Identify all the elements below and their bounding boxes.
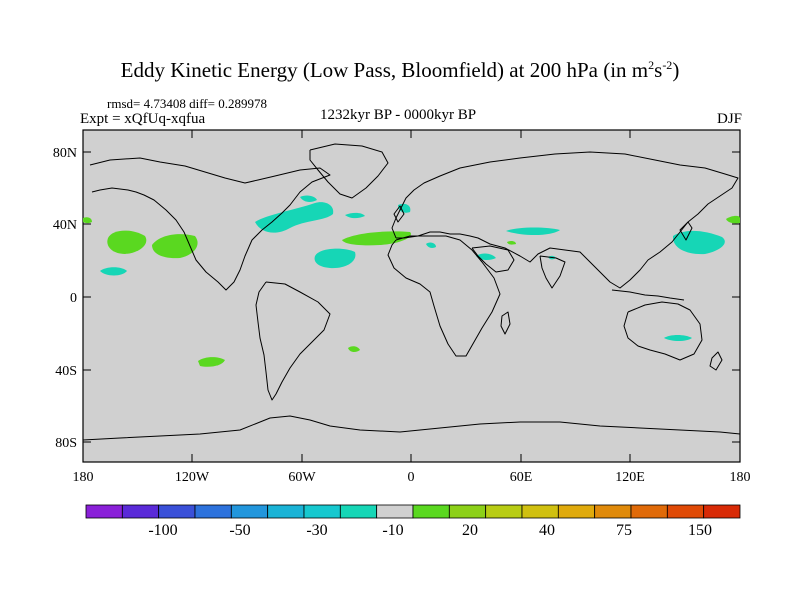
coast-antarctica xyxy=(82,415,741,441)
period-label: 1232kyr BP - 0000kyr BP xyxy=(320,107,477,123)
coast-eurasia xyxy=(391,151,739,289)
coast-indonesia xyxy=(611,289,685,301)
colorbar-swatch xyxy=(630,504,668,519)
lat-label: 0 xyxy=(70,291,77,306)
colorbar-swatch xyxy=(485,504,523,519)
lon-label: 180 xyxy=(73,470,94,485)
lon-labels: 180 120W 60W 0 60E 120E 180 xyxy=(73,470,751,485)
pos-region-dateline xyxy=(83,217,92,224)
colorbar-swatch xyxy=(666,504,705,519)
axis-ticks xyxy=(82,130,741,462)
anomaly-regions xyxy=(83,195,740,367)
lat-label: 40S xyxy=(55,364,77,379)
colorbar xyxy=(85,504,741,519)
neg-region-na-ring xyxy=(300,195,317,202)
pos-region-mideast xyxy=(507,240,516,245)
colorbar-swatch xyxy=(557,504,596,519)
coast-greenland xyxy=(309,143,389,199)
colorbar-label: 40 xyxy=(539,522,555,539)
pos-region-npac-east xyxy=(152,234,198,259)
neg-region-mid-atlantic xyxy=(314,248,356,269)
coast-india xyxy=(539,255,566,289)
colorbar-swatch xyxy=(703,504,741,519)
colorbar-label: 20 xyxy=(462,522,478,539)
neg-region-australia xyxy=(664,335,692,341)
neg-region-japan xyxy=(672,230,725,255)
pos-region-south-atlantic xyxy=(348,346,360,353)
coast-africa xyxy=(387,235,501,357)
lon-label: 120W xyxy=(175,470,210,485)
colorbar-label: -10 xyxy=(382,522,403,539)
title-end: ) xyxy=(672,58,680,82)
lon-label: 180 xyxy=(730,470,751,485)
pos-region-south-pacific xyxy=(198,357,225,367)
colorbar-swatch xyxy=(85,504,123,519)
colorbar-label: 75 xyxy=(616,522,632,539)
colorbar-label: -100 xyxy=(148,522,177,539)
neg-region-east-pacific xyxy=(100,267,127,276)
coast-north-america xyxy=(89,157,331,291)
colorbar-swatch xyxy=(521,504,559,519)
neg-region-nw-atlantic xyxy=(345,212,365,219)
coast-new-zealand xyxy=(709,351,723,371)
lat-label: 80S xyxy=(55,436,77,451)
coast-south-america xyxy=(255,281,331,401)
chart-title: Eddy Kinetic Energy (Low Pass, Bloomfiel… xyxy=(0,58,800,83)
neg-region-north-atlantic xyxy=(398,203,411,213)
title-sup-2: -2 xyxy=(662,58,673,72)
pos-region-atlantic xyxy=(342,231,411,246)
neg-region-mediterranean xyxy=(506,227,560,236)
colorbar-label: -50 xyxy=(229,522,250,539)
colorbar-swatch xyxy=(448,504,487,519)
neg-region-na-east xyxy=(255,202,334,233)
lon-label: 60W xyxy=(288,470,316,485)
neg-region-east-africa xyxy=(426,242,436,248)
colorbar-label: 150 xyxy=(688,522,712,539)
colorbar-swatch xyxy=(230,504,269,519)
map-background xyxy=(82,129,741,463)
experiment-label: Expt = xQfUq-xqfua xyxy=(80,111,206,127)
lon-label: 0 xyxy=(408,470,415,485)
colorbar-label: -30 xyxy=(306,522,327,539)
colorbar-swatch xyxy=(194,504,232,519)
lat-label: 40N xyxy=(53,218,77,233)
coast-japan xyxy=(679,221,693,241)
colorbar-swatch xyxy=(339,504,378,519)
coast-australia xyxy=(623,301,703,361)
lon-label: 60E xyxy=(510,470,533,485)
title-text: Eddy Kinetic Energy (Low Pass, Bloomfiel… xyxy=(120,58,649,82)
colorbar-swatch xyxy=(267,504,305,519)
colorbar-swatch xyxy=(594,504,632,519)
title-unit: s xyxy=(654,58,663,82)
season-label: DJF xyxy=(716,111,742,127)
coast-arabia xyxy=(471,245,515,273)
lon-label: 120E xyxy=(615,470,645,485)
coast-madagascar xyxy=(500,311,511,335)
colorbar-swatch xyxy=(412,504,450,519)
lat-labels: 80N 40N 0 40S 80S xyxy=(53,146,77,451)
colorbar-swatch xyxy=(158,504,196,519)
pos-region-west-pacific xyxy=(726,215,740,224)
colorbar-labels: -100 -50 -30 -10 20 40 75 150 xyxy=(148,522,712,539)
coastlines xyxy=(82,143,741,441)
pos-region-npac-west xyxy=(107,230,147,254)
colorbar-swatch xyxy=(376,504,414,519)
coast-uk xyxy=(393,205,405,223)
colorbar-swatch xyxy=(121,504,160,519)
colorbar-swatch xyxy=(303,504,341,519)
lat-label: 80N xyxy=(53,146,77,161)
stats-text: rmsd= 4.73408 diff= 0.289978 xyxy=(107,96,267,111)
title-sup-1: 2 xyxy=(648,58,655,72)
